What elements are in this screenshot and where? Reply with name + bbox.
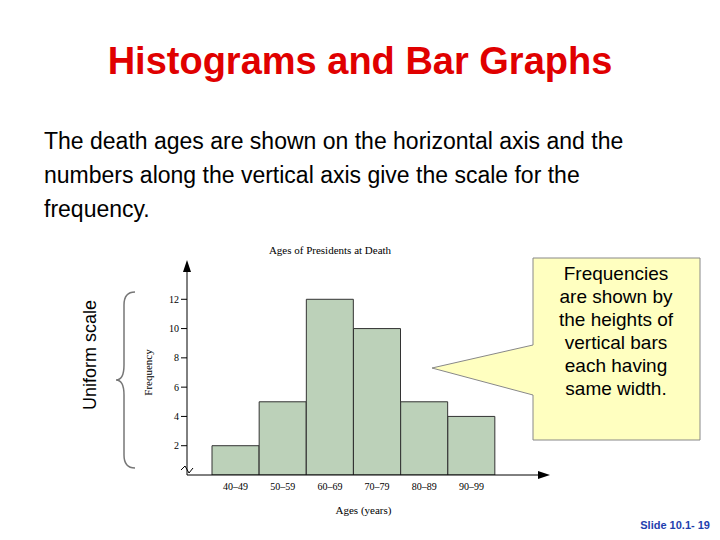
svg-text:6: 6 xyxy=(174,382,179,393)
html-text:Slide 10.1- 19: Slide 10.1- 19 xyxy=(640,519,710,531)
svg-text:50–59: 50–59 xyxy=(270,481,295,492)
svg-text:12: 12 xyxy=(169,294,179,305)
svg-text:4: 4 xyxy=(174,411,179,422)
html-text:The death ages are shown on th: The death ages are shown on the horizont… xyxy=(44,128,624,222)
svg-text:90–99: 90–99 xyxy=(459,481,484,492)
svg-text:8: 8 xyxy=(174,352,179,363)
html-text:Frequencies are shown by the h: Frequencies are shown by the heights of … xyxy=(559,263,673,399)
html-text:Uniform scale: Uniform scale xyxy=(79,300,100,410)
html-text:Histograms and Bar Graphs: Histograms and Bar Graphs xyxy=(107,40,613,82)
svg-text:Frequency: Frequency xyxy=(142,349,154,396)
svg-text:80–89: 80–89 xyxy=(412,481,437,492)
svg-text:10: 10 xyxy=(169,323,179,334)
svg-text:70–79: 70–79 xyxy=(365,481,390,492)
svg-text:60–69: 60–69 xyxy=(317,481,342,492)
svg-text:Ages (years): Ages (years) xyxy=(336,504,392,517)
svg-text:40–49: 40–49 xyxy=(223,481,248,492)
svg-text:2: 2 xyxy=(174,440,179,451)
html-text:Ages of Presidents at Death: Ages of Presidents at Death xyxy=(268,244,392,256)
